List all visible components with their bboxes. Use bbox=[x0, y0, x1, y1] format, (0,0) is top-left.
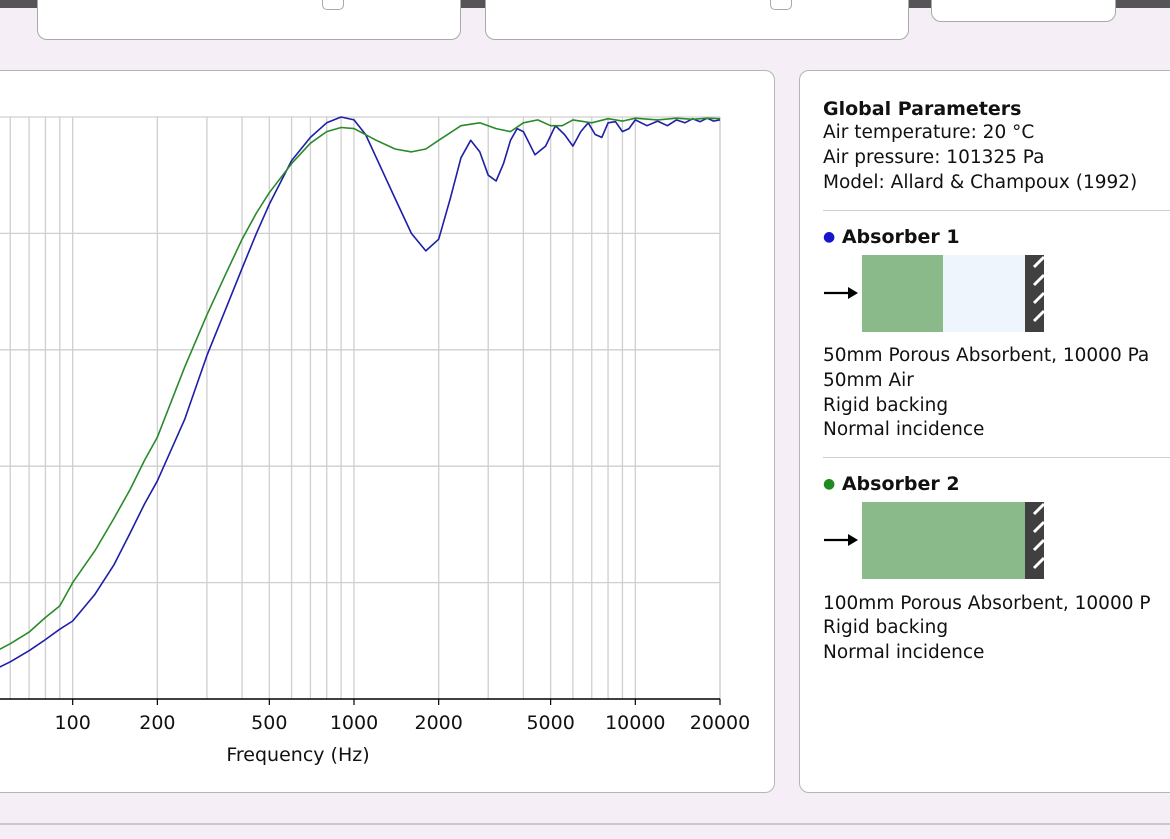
absorber-2-title[interactable]: ● Absorber 2 bbox=[823, 472, 960, 499]
panel-handle[interactable] bbox=[770, 0, 792, 10]
absorber-1-backing: Rigid backing bbox=[823, 395, 949, 416]
absorber-2-name: Absorber 2 bbox=[841, 473, 960, 495]
absorber-2-backing: Rigid backing bbox=[823, 617, 949, 638]
absorber-1-incidence: Normal incidence bbox=[823, 419, 985, 440]
porous-layer bbox=[862, 502, 1025, 579]
chart-tick-labels: 100 200 500 1000 2000 5000 10000 20000 bbox=[55, 712, 751, 734]
top-panel-middle bbox=[485, 0, 909, 40]
absorber-1-title[interactable]: ● Absorber 1 bbox=[823, 225, 960, 252]
global-parameters-title: Global Parameters bbox=[823, 98, 1022, 120]
air-pressure: Air pressure: 101325 Pa bbox=[823, 147, 1045, 168]
x-tick-label: 1000 bbox=[330, 712, 378, 734]
absorber-2-layer-1: 100mm Porous Absorbent, 10000 P bbox=[823, 593, 1151, 614]
absorption-chart: 100 200 500 1000 2000 5000 10000 20000 Frequenc… bbox=[0, 116, 751, 766]
bottom-divider bbox=[0, 823, 1170, 825]
chart-panel bbox=[0, 70, 775, 793]
info-panel: Global Parameters Air temperature: 20 °C… bbox=[799, 70, 1170, 793]
air-layer bbox=[943, 255, 1025, 332]
x-axis-title: Frequency (Hz) bbox=[226, 744, 369, 766]
panel-handle[interactable] bbox=[322, 0, 344, 10]
absorber-1-layer-1: 50mm Porous Absorbent, 10000 Pa bbox=[823, 345, 1150, 366]
x-tick-label: 200 bbox=[139, 712, 175, 734]
chart-curves bbox=[0, 116, 721, 668]
chart-axis bbox=[0, 698, 721, 705]
arrow-head-icon bbox=[848, 287, 858, 299]
absorber-1-diagram[interactable] bbox=[822, 255, 1052, 333]
absorber-2-dot: ● bbox=[823, 476, 836, 492]
top-panel-left bbox=[37, 0, 461, 40]
divider bbox=[823, 210, 1170, 211]
rigid-backing-icon bbox=[1025, 255, 1046, 332]
x-tick-label: 5000 bbox=[526, 712, 574, 734]
x-tick-label: 500 bbox=[251, 712, 287, 734]
top-panel-right[interactable] bbox=[931, 0, 1116, 22]
absorber-2-incidence: Normal incidence bbox=[823, 642, 985, 663]
porous-layer bbox=[862, 255, 943, 332]
rigid-backing-icon bbox=[1025, 502, 1046, 579]
divider bbox=[823, 457, 1170, 458]
model: Model: Allard & Champoux (1992) bbox=[823, 172, 1138, 193]
air-temperature: Air temperature: 20 °C bbox=[823, 122, 1035, 143]
absorber-1-name: Absorber 1 bbox=[841, 226, 960, 248]
x-tick-label: 20000 bbox=[690, 712, 750, 734]
chart-grid bbox=[0, 116, 721, 699]
x-tick-label: 10000 bbox=[605, 712, 665, 734]
arrow-head-icon bbox=[848, 534, 858, 546]
x-tick-label: 2000 bbox=[415, 712, 463, 734]
absorber-2-diagram[interactable] bbox=[822, 502, 1052, 580]
absorber-1-layer-2: 50mm Air bbox=[823, 370, 914, 391]
series-line-1 bbox=[0, 116, 721, 668]
absorber-1-dot: ● bbox=[823, 229, 836, 245]
series-line-2 bbox=[0, 117, 721, 651]
x-tick-label: 100 bbox=[55, 712, 91, 734]
